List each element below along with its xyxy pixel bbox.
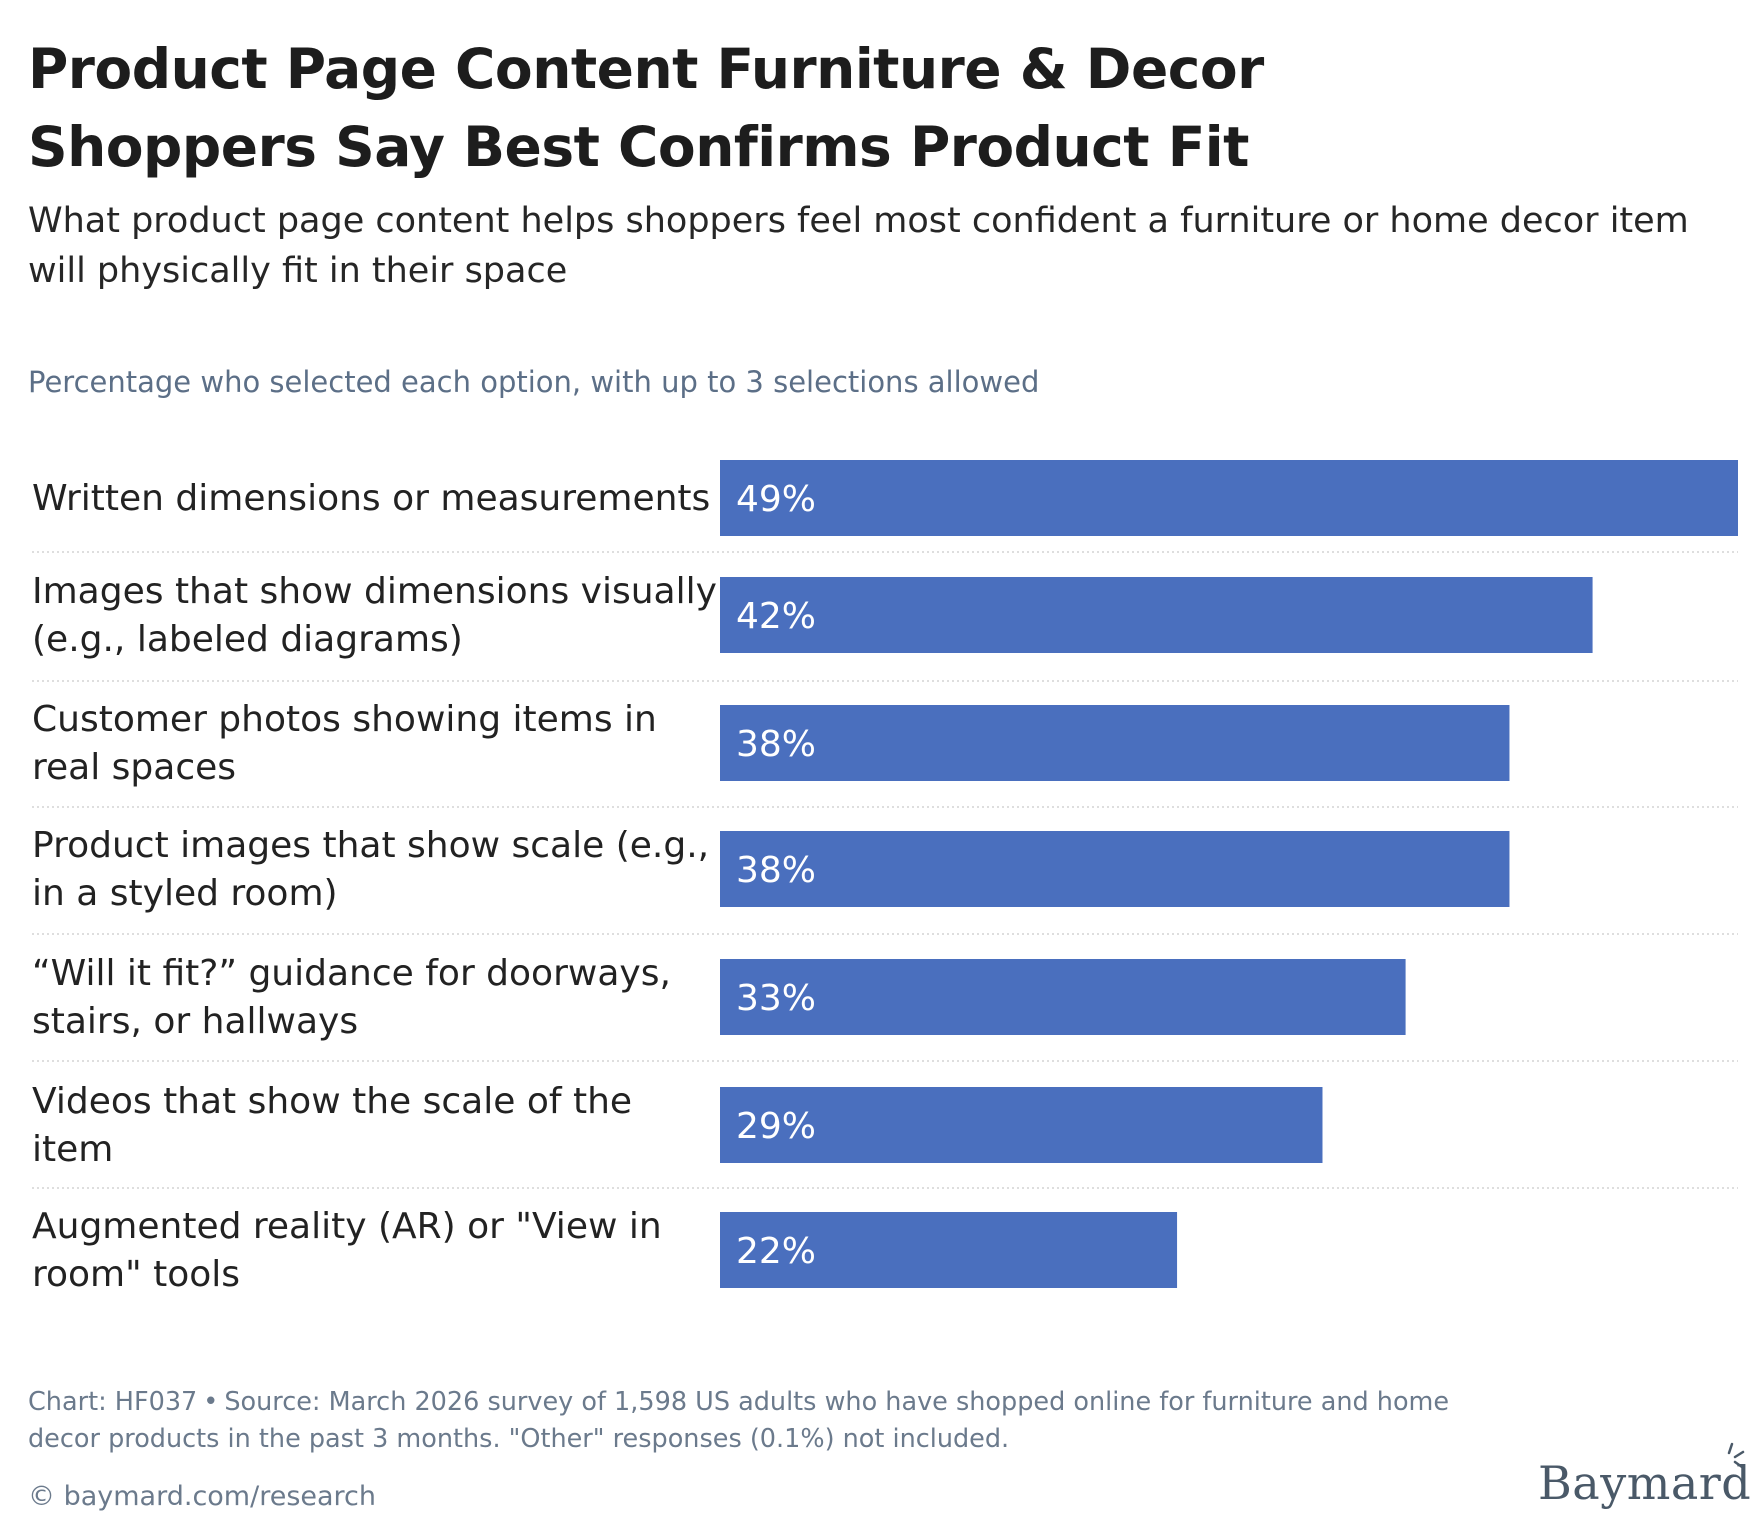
- baymard-logo: Baymard: [1538, 1456, 1752, 1510]
- bar-row: Customer photos showing items in real spa…: [32, 699, 1510, 788]
- chart-title: Product Page Content Furniture & Decor S…: [28, 37, 1264, 179]
- bar-chart: Written dimensions or measurements 49% Ima…: [32, 460, 1738, 1295]
- source-note: Source: March 2026 survey of 1,598 US ad…: [28, 1387, 1450, 1454]
- bar: [720, 460, 1738, 536]
- chart-footer: Chart: HF037 • Source: March 2026 survey o…: [28, 1384, 1488, 1458]
- bar-value-label: 42%: [736, 596, 816, 637]
- bar: [720, 1087, 1323, 1163]
- category-label: Augmented reality (AR) or "View in room" …: [32, 1206, 662, 1295]
- bar: [720, 959, 1406, 1035]
- bar-row: Images that show dimensions visually (e.g…: [32, 571, 1593, 660]
- category-label-line: Written dimensions or measurements: [32, 478, 710, 519]
- bar: [720, 1212, 1178, 1288]
- category-label-line: “Will it fit?” guidance for doorways,: [32, 953, 671, 994]
- category-label: Product images that show scale (e.g., in …: [32, 825, 709, 914]
- category-label-line: stairs, or hallways: [32, 1001, 358, 1042]
- category-label-line: item: [32, 1129, 113, 1170]
- category-label-line: Product images that show scale (e.g.,: [32, 825, 709, 866]
- bar-value-label: 22%: [736, 1231, 816, 1272]
- bar-value-label: 38%: [736, 850, 816, 891]
- copyright-link[interactable]: © baymard.com/research: [28, 1481, 377, 1512]
- category-label: Videos that show the scale of the item: [32, 1081, 632, 1170]
- bar-row: “Will it fit?” guidance for doorways, sta…: [32, 953, 1406, 1042]
- chart-id: Chart: HF037: [28, 1387, 198, 1417]
- bar-value-label: 49%: [736, 479, 816, 520]
- category-label: “Will it fit?” guidance for doorways, sta…: [32, 953, 671, 1042]
- logo-spark-icon: [1727, 1442, 1745, 1469]
- bar: [720, 577, 1593, 653]
- category-label-line: Images that show dimensions visually: [32, 571, 717, 612]
- bar-row: Product images that show scale (e.g., in …: [32, 825, 1510, 914]
- bar-row: Written dimensions or measurements 49%: [32, 460, 1738, 536]
- bar-row: Videos that show the scale of the item 29%: [32, 1081, 1323, 1170]
- bar-value-label: 33%: [736, 978, 816, 1019]
- category-label: Images that show dimensions visually (e.g…: [32, 571, 717, 660]
- category-label-line: Customer photos showing items in: [32, 699, 657, 740]
- footer-separator: •: [203, 1387, 219, 1417]
- category-label: Customer photos showing items in real spa…: [32, 699, 657, 788]
- category-label-line: Augmented reality (AR) or "View in: [32, 1206, 662, 1247]
- bar: [720, 831, 1510, 907]
- bar-value-label: 29%: [736, 1106, 816, 1147]
- chart-subtitle: What product page content helps shoppers…: [28, 201, 1689, 291]
- category-label-line: Videos that show the scale of the: [32, 1081, 632, 1122]
- category-label-line: (e.g., labeled diagrams): [32, 619, 463, 660]
- bar-row: Augmented reality (AR) or "View in room" …: [32, 1206, 1178, 1295]
- bar: [720, 705, 1510, 781]
- chart-caption: Percentage who selected each option, wit…: [28, 365, 1040, 399]
- category-label-line: real spaces: [32, 747, 236, 788]
- category-label: Written dimensions or measurements: [32, 478, 710, 519]
- category-label-line: room" tools: [32, 1254, 240, 1295]
- category-label-line: in a styled room): [32, 873, 338, 914]
- bar-value-label: 38%: [736, 724, 816, 765]
